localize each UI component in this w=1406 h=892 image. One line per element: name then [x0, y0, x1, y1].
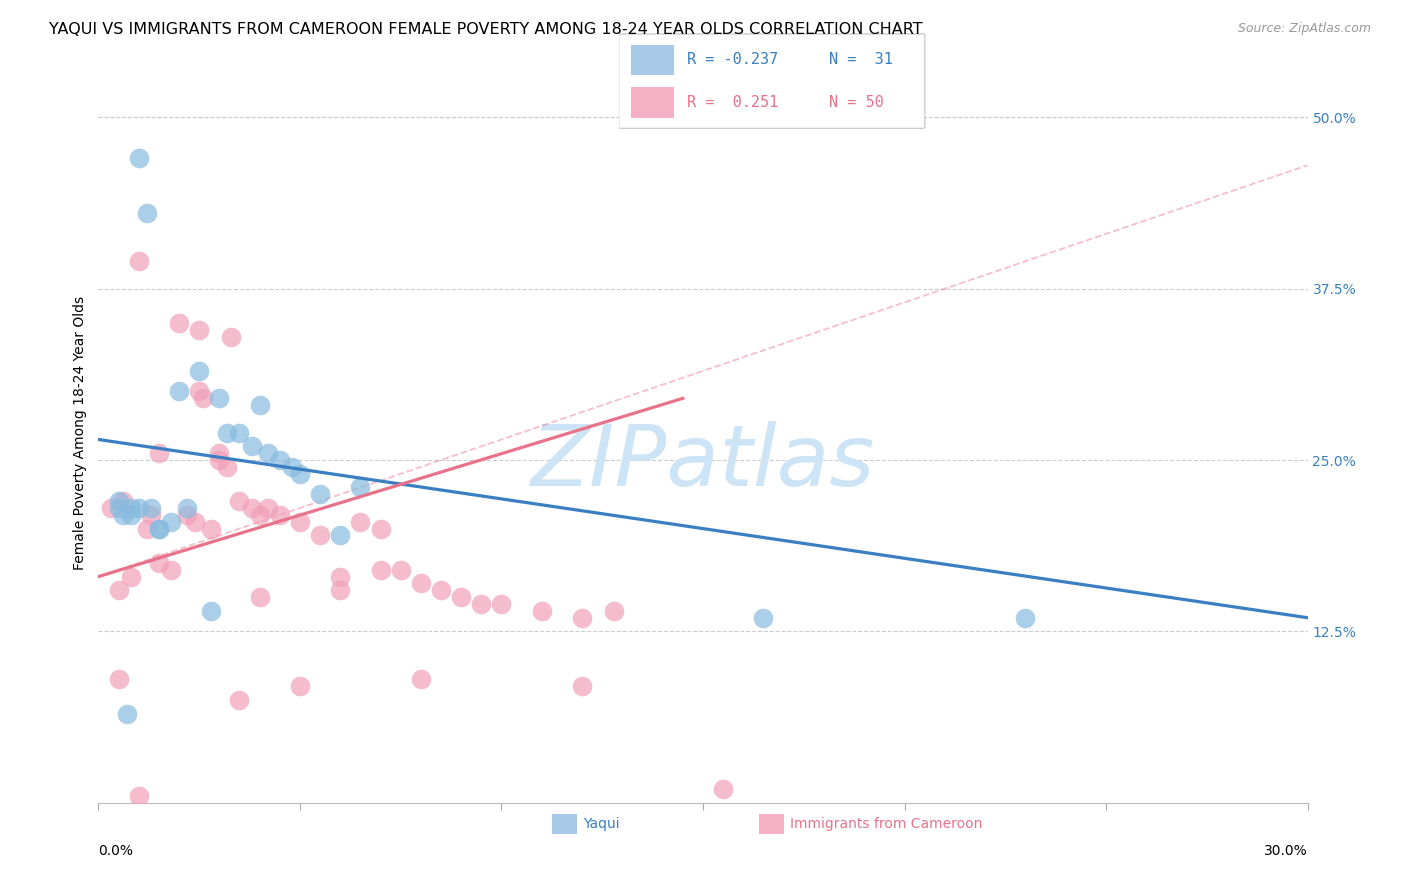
Point — [107, 501, 129, 516]
Point — [188, 384, 211, 399]
Point — [256, 501, 278, 516]
Point — [389, 563, 412, 577]
Point — [752, 610, 775, 624]
Point — [107, 673, 129, 687]
Text: R =  0.251: R = 0.251 — [686, 95, 778, 110]
Point — [269, 508, 291, 522]
Point — [711, 782, 734, 797]
Point — [208, 453, 231, 467]
Point — [139, 501, 162, 516]
Point — [491, 597, 513, 611]
Text: N = 50: N = 50 — [830, 95, 884, 110]
Point — [329, 569, 352, 583]
Point — [370, 563, 392, 577]
Point — [217, 425, 239, 440]
FancyBboxPatch shape — [619, 34, 925, 128]
Point — [167, 384, 190, 399]
Point — [430, 583, 453, 598]
Text: 0.0%: 0.0% — [98, 844, 134, 857]
Point — [148, 556, 170, 570]
Point — [228, 693, 250, 707]
Point — [111, 494, 134, 508]
Point — [120, 508, 142, 522]
Point — [148, 446, 170, 460]
Point — [128, 152, 150, 166]
Y-axis label: Female Poverty Among 18-24 Year Olds: Female Poverty Among 18-24 Year Olds — [73, 295, 87, 570]
Point — [409, 673, 432, 687]
Text: Immigrants from Cameroon: Immigrants from Cameroon — [790, 817, 981, 831]
Point — [135, 522, 157, 536]
Text: YAQUI VS IMMIGRANTS FROM CAMEROON FEMALE POVERTY AMONG 18-24 YEAR OLDS CORRELATI: YAQUI VS IMMIGRANTS FROM CAMEROON FEMALE… — [49, 22, 922, 37]
Point — [370, 522, 392, 536]
Point — [288, 679, 311, 693]
Point — [240, 439, 263, 453]
Point — [470, 597, 492, 611]
Point — [571, 679, 593, 693]
Point — [249, 590, 271, 604]
Point — [160, 515, 183, 529]
Point — [349, 480, 371, 494]
Point — [188, 323, 211, 337]
Point — [530, 604, 553, 618]
Point — [160, 563, 183, 577]
Text: 30.0%: 30.0% — [1264, 844, 1308, 857]
Text: ZIPatlas: ZIPatlas — [531, 421, 875, 504]
Point — [115, 706, 138, 721]
Point — [200, 522, 222, 536]
Point — [329, 528, 352, 542]
Point — [450, 590, 472, 604]
Point — [208, 446, 231, 460]
Point — [176, 501, 198, 516]
Point — [249, 398, 271, 412]
Point — [1014, 610, 1036, 624]
Point — [571, 610, 593, 624]
Point — [228, 425, 250, 440]
Point — [603, 604, 626, 618]
Point — [128, 501, 150, 516]
Bar — [631, 87, 675, 118]
Point — [188, 364, 211, 378]
Point — [256, 446, 278, 460]
Point — [128, 789, 150, 803]
Text: R = -0.237: R = -0.237 — [686, 53, 778, 68]
Point — [281, 459, 304, 474]
Point — [139, 508, 162, 522]
Point — [200, 604, 222, 618]
Point — [120, 501, 142, 516]
Point — [120, 569, 142, 583]
Point — [269, 453, 291, 467]
Point — [148, 522, 170, 536]
Point — [135, 206, 157, 220]
Point — [329, 583, 352, 598]
Point — [100, 501, 122, 516]
Point — [128, 254, 150, 268]
Point — [193, 392, 215, 406]
Point — [107, 583, 129, 598]
Point — [217, 459, 239, 474]
Point — [409, 576, 432, 591]
Point — [288, 515, 311, 529]
Point — [228, 494, 250, 508]
Bar — [631, 45, 675, 76]
Point — [221, 329, 243, 343]
Point — [167, 316, 190, 330]
Point — [249, 508, 271, 522]
Point — [309, 487, 332, 501]
Point — [309, 528, 332, 542]
Text: Source: ZipAtlas.com: Source: ZipAtlas.com — [1237, 22, 1371, 36]
Point — [240, 501, 263, 516]
Point — [349, 515, 371, 529]
Point — [288, 467, 311, 481]
Point — [176, 508, 198, 522]
Point — [184, 515, 207, 529]
Point — [107, 494, 129, 508]
Point — [208, 392, 231, 406]
Point — [148, 522, 170, 536]
Text: N =  31: N = 31 — [830, 53, 893, 68]
Point — [111, 508, 134, 522]
Text: Yaqui: Yaqui — [582, 817, 619, 831]
